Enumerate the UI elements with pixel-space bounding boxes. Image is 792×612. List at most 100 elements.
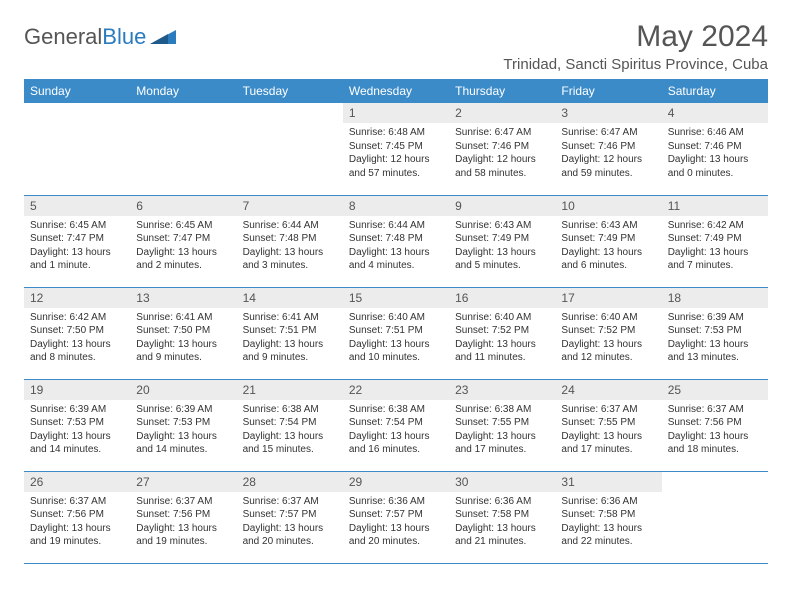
daylight-line1: Daylight: 13 hours: [243, 338, 337, 352]
day-number: 23: [449, 380, 555, 400]
day-number: [662, 472, 768, 478]
calendar-week-row: 26Sunrise: 6:37 AMSunset: 7:56 PMDayligh…: [24, 471, 768, 563]
daylight-line1: Daylight: 13 hours: [243, 430, 337, 444]
day-details: Sunrise: 6:39 AMSunset: 7:53 PMDaylight:…: [662, 308, 768, 369]
day-number: 25: [662, 380, 768, 400]
daylight-line2: and 19 minutes.: [136, 535, 230, 549]
calendar-day-cell: 25Sunrise: 6:37 AMSunset: 7:56 PMDayligh…: [662, 379, 768, 471]
calendar-day-cell: 27Sunrise: 6:37 AMSunset: 7:56 PMDayligh…: [130, 471, 236, 563]
calendar-day-cell: 22Sunrise: 6:38 AMSunset: 7:54 PMDayligh…: [343, 379, 449, 471]
day-details: Sunrise: 6:40 AMSunset: 7:52 PMDaylight:…: [449, 308, 555, 369]
daylight-line2: and 19 minutes.: [30, 535, 124, 549]
sunrise-text: Sunrise: 6:42 AM: [668, 219, 762, 233]
sunrise-text: Sunrise: 6:42 AM: [30, 311, 124, 325]
daylight-line2: and 4 minutes.: [349, 259, 443, 273]
day-details: Sunrise: 6:36 AMSunset: 7:58 PMDaylight:…: [449, 492, 555, 553]
day-number: 15: [343, 288, 449, 308]
day-details: Sunrise: 6:40 AMSunset: 7:51 PMDaylight:…: [343, 308, 449, 369]
day-number: 7: [237, 196, 343, 216]
daylight-line2: and 2 minutes.: [136, 259, 230, 273]
sunset-text: Sunset: 7:56 PM: [136, 508, 230, 522]
daylight-line1: Daylight: 13 hours: [455, 522, 549, 536]
day-details: Sunrise: 6:41 AMSunset: 7:50 PMDaylight:…: [130, 308, 236, 369]
sunrise-text: Sunrise: 6:47 AM: [561, 126, 655, 140]
daylight-line1: Daylight: 13 hours: [136, 338, 230, 352]
calendar-day-cell: 13Sunrise: 6:41 AMSunset: 7:50 PMDayligh…: [130, 287, 236, 379]
sunset-text: Sunset: 7:52 PM: [561, 324, 655, 338]
day-details: Sunrise: 6:42 AMSunset: 7:50 PMDaylight:…: [24, 308, 130, 369]
sunset-text: Sunset: 7:46 PM: [668, 140, 762, 154]
daylight-line1: Daylight: 13 hours: [30, 338, 124, 352]
logo: GeneralBlue: [24, 24, 176, 50]
day-number: 27: [130, 472, 236, 492]
daylight-line1: Daylight: 13 hours: [455, 338, 549, 352]
logo-part2: Blue: [102, 24, 146, 49]
sunrise-text: Sunrise: 6:41 AM: [136, 311, 230, 325]
daylight-line2: and 18 minutes.: [668, 443, 762, 457]
sunset-text: Sunset: 7:54 PM: [243, 416, 337, 430]
day-details: Sunrise: 6:38 AMSunset: 7:55 PMDaylight:…: [449, 400, 555, 461]
sunset-text: Sunset: 7:49 PM: [455, 232, 549, 246]
day-number: 20: [130, 380, 236, 400]
day-details: Sunrise: 6:44 AMSunset: 7:48 PMDaylight:…: [237, 216, 343, 277]
logo-part1: General: [24, 24, 102, 49]
sunset-text: Sunset: 7:53 PM: [668, 324, 762, 338]
weekday-header: Tuesday: [237, 79, 343, 103]
daylight-line2: and 3 minutes.: [243, 259, 337, 273]
sunset-text: Sunset: 7:48 PM: [243, 232, 337, 246]
daylight-line2: and 20 minutes.: [243, 535, 337, 549]
daylight-line2: and 57 minutes.: [349, 167, 443, 181]
daylight-line2: and 15 minutes.: [243, 443, 337, 457]
day-number: 24: [555, 380, 661, 400]
sunset-text: Sunset: 7:57 PM: [349, 508, 443, 522]
sunrise-text: Sunrise: 6:37 AM: [561, 403, 655, 417]
day-number: 21: [237, 380, 343, 400]
sunset-text: Sunset: 7:50 PM: [30, 324, 124, 338]
daylight-line1: Daylight: 13 hours: [30, 246, 124, 260]
day-details: Sunrise: 6:39 AMSunset: 7:53 PMDaylight:…: [24, 400, 130, 461]
sunrise-text: Sunrise: 6:36 AM: [455, 495, 549, 509]
sunset-text: Sunset: 7:47 PM: [30, 232, 124, 246]
sunset-text: Sunset: 7:48 PM: [349, 232, 443, 246]
daylight-line1: Daylight: 13 hours: [668, 153, 762, 167]
day-number: 4: [662, 103, 768, 123]
sunset-text: Sunset: 7:46 PM: [455, 140, 549, 154]
daylight-line1: Daylight: 13 hours: [668, 430, 762, 444]
sunrise-text: Sunrise: 6:44 AM: [243, 219, 337, 233]
sunset-text: Sunset: 7:56 PM: [30, 508, 124, 522]
sunset-text: Sunset: 7:51 PM: [349, 324, 443, 338]
day-details: Sunrise: 6:40 AMSunset: 7:52 PMDaylight:…: [555, 308, 661, 369]
day-number: 30: [449, 472, 555, 492]
daylight-line1: Daylight: 13 hours: [668, 246, 762, 260]
sunrise-text: Sunrise: 6:45 AM: [30, 219, 124, 233]
daylight-line2: and 8 minutes.: [30, 351, 124, 365]
daylight-line2: and 9 minutes.: [136, 351, 230, 365]
calendar-day-cell: 23Sunrise: 6:38 AMSunset: 7:55 PMDayligh…: [449, 379, 555, 471]
calendar-day-cell: 7Sunrise: 6:44 AMSunset: 7:48 PMDaylight…: [237, 195, 343, 287]
sunset-text: Sunset: 7:46 PM: [561, 140, 655, 154]
logo-text: GeneralBlue: [24, 24, 146, 50]
day-number: 17: [555, 288, 661, 308]
sunset-text: Sunset: 7:52 PM: [455, 324, 549, 338]
location-subtitle: Trinidad, Sancti Spiritus Province, Cuba: [503, 56, 768, 73]
daylight-line2: and 7 minutes.: [668, 259, 762, 273]
calendar-day-cell: 11Sunrise: 6:42 AMSunset: 7:49 PMDayligh…: [662, 195, 768, 287]
daylight-line2: and 58 minutes.: [455, 167, 549, 181]
calendar-week-row: 1Sunrise: 6:48 AMSunset: 7:45 PMDaylight…: [24, 103, 768, 195]
calendar-day-cell: 21Sunrise: 6:38 AMSunset: 7:54 PMDayligh…: [237, 379, 343, 471]
day-number: 13: [130, 288, 236, 308]
calendar-day-cell: 29Sunrise: 6:36 AMSunset: 7:57 PMDayligh…: [343, 471, 449, 563]
sunset-text: Sunset: 7:47 PM: [136, 232, 230, 246]
sunrise-text: Sunrise: 6:45 AM: [136, 219, 230, 233]
sunrise-text: Sunrise: 6:43 AM: [455, 219, 549, 233]
daylight-line1: Daylight: 13 hours: [136, 246, 230, 260]
daylight-line2: and 59 minutes.: [561, 167, 655, 181]
day-details: Sunrise: 6:46 AMSunset: 7:46 PMDaylight:…: [662, 123, 768, 184]
daylight-line1: Daylight: 13 hours: [561, 522, 655, 536]
daylight-line2: and 20 minutes.: [349, 535, 443, 549]
day-details: Sunrise: 6:44 AMSunset: 7:48 PMDaylight:…: [343, 216, 449, 277]
daylight-line1: Daylight: 13 hours: [243, 246, 337, 260]
day-number: 6: [130, 196, 236, 216]
sunset-text: Sunset: 7:49 PM: [668, 232, 762, 246]
sunrise-text: Sunrise: 6:41 AM: [243, 311, 337, 325]
